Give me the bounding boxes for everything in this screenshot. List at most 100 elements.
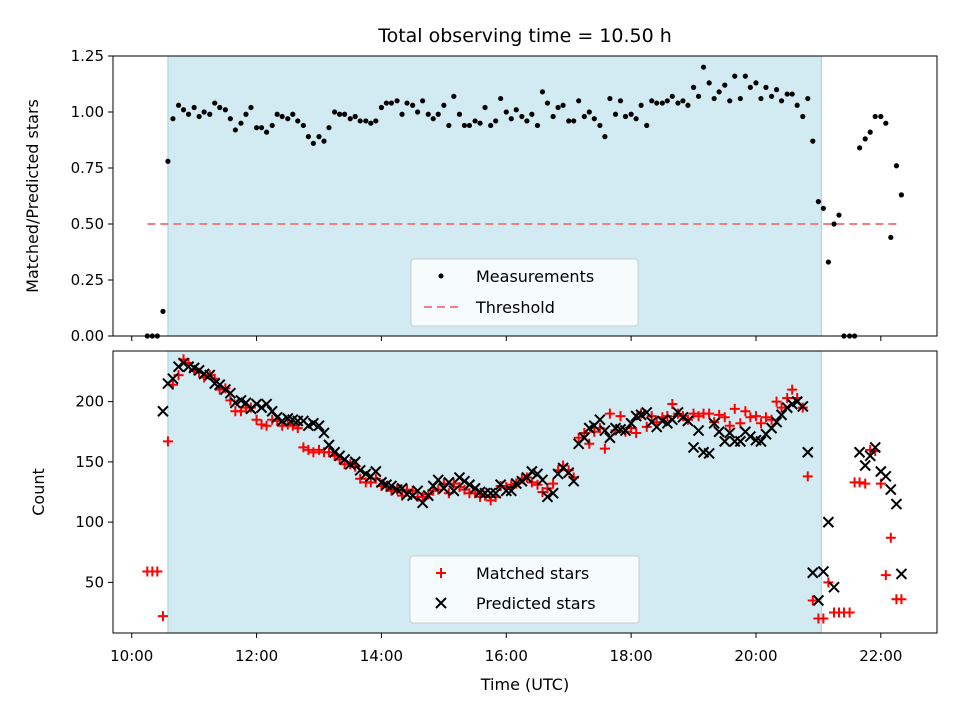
measurement-point [451,93,457,99]
x-tick-label: 22:00 [859,647,902,665]
measurement-point [290,111,296,117]
measurement-point [566,118,572,124]
y-tick-label: 1.00 [71,103,104,121]
matched-star-point [818,613,829,624]
predicted-star-point [547,487,559,499]
predicted-star-point [703,447,715,460]
measurement-point [503,109,509,115]
matched-star-point [755,418,766,429]
measurement-point [347,116,353,122]
measurement-point [279,113,285,120]
measurement-point [285,116,291,122]
predicted-star-point [604,432,616,444]
measurement-point [160,308,166,314]
measurement-points [144,64,905,339]
measurement-point [644,122,650,129]
predicted-star-point [775,409,788,421]
predicted-star-point [578,432,591,444]
predicted-star-point [822,516,835,528]
measurement-point [883,120,889,126]
measurement-point [274,111,280,117]
measurement-point [295,118,301,124]
top-panel: Total observing time = 10.50 h 0.000.250… [23,25,938,345]
measurement-point [597,122,603,129]
y-tick-label: 200 [75,393,104,411]
measurement-point [321,138,327,144]
measurement-point [664,98,670,104]
measurement-point [700,64,707,70]
measurement-point [238,120,244,126]
measurement-point [180,107,187,113]
measurement-point [170,116,176,122]
measurement-point [602,134,608,140]
predicted-star-point [541,491,554,503]
measurement-point [800,113,806,120]
measurement-point [456,111,463,117]
predicted-star-point [869,441,881,454]
legend-label-measurements: Measurements [476,267,594,286]
measurement-point [539,89,546,95]
y-tick-label: 0.50 [71,215,104,233]
measurement-point [727,98,733,104]
matched-star-point [787,384,798,395]
measurement-point [212,100,218,106]
predicted-star-point [641,406,653,419]
measurement-point [165,158,171,164]
measurement-point [196,113,202,120]
measurement-point [695,93,702,99]
matched-star-point [724,420,735,431]
predicted-star-point [385,480,398,492]
measurement-point [742,73,748,79]
measurement-point [867,129,873,135]
matched-star-point [771,396,782,407]
predicted-star-point [422,489,434,502]
bottom-y-ticks: 50 100 150 200 [75,393,113,591]
measurement-point [654,100,660,106]
measurement-point [305,134,311,140]
measurement-point [628,111,634,117]
measurement-point [872,113,878,120]
predicted-star-point [828,581,840,593]
predicted-star-point [692,424,705,437]
legend-label-threshold: Threshold [475,298,555,317]
measurement-point [753,80,759,86]
measurement-point [815,199,821,205]
predicted-star-point [755,435,767,448]
legend-marker-matched-stars [436,568,446,578]
measurement-point [831,221,837,227]
matched-star-point [542,483,553,494]
predicted-star-point [594,413,606,426]
x-tick-label: 16:00 [485,647,528,665]
measurement-point [675,100,681,106]
measurement-point [513,107,519,113]
predicted-star-point [416,497,429,509]
matched-star-point [573,432,584,443]
y-tick-label: 150 [75,453,104,471]
measurement-point [560,102,566,108]
bottom-y-axis-label: Count [29,468,48,516]
predicted-star-point [797,400,809,413]
measurement-point [399,111,405,117]
matched-star-point [604,408,615,419]
measurement-point [388,100,395,106]
legend-marker-measurements [438,273,444,279]
measurement-point [768,93,775,99]
top-x-ticks [131,336,882,341]
measurement-point [404,100,410,106]
matched-star-point [323,447,334,458]
predicted-star-point [224,387,237,399]
measurement-point [680,98,686,104]
measurement-point [591,116,597,122]
measurement-point [378,104,385,111]
predicted-star-point [489,487,502,499]
measurement-point [519,113,525,120]
measurement-point [763,84,769,90]
matched-star-point [704,408,715,419]
measurement-point [617,98,624,104]
measurement-point [175,102,182,108]
measurement-point [576,98,582,104]
measurement-point [466,122,473,129]
legend-label-predicted-stars: Predicted stars [476,594,596,613]
measurement-point [820,205,826,211]
